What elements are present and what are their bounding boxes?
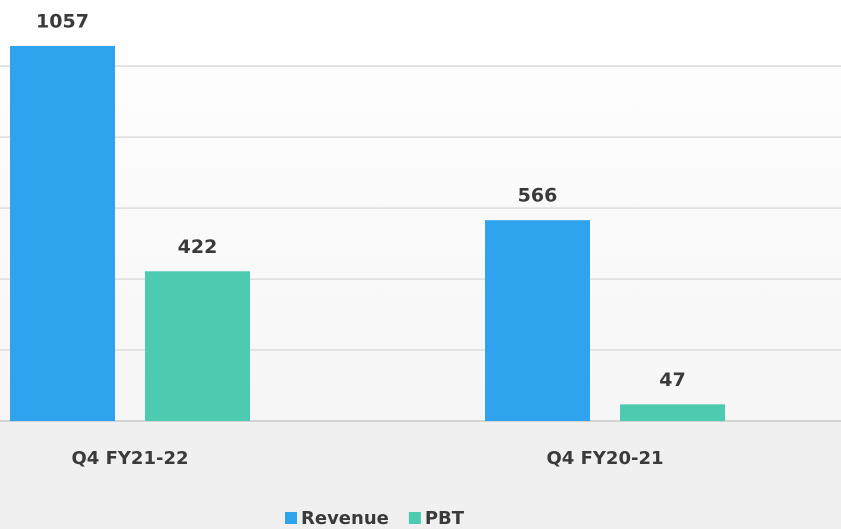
axis-band [0,421,841,529]
bar [10,45,115,421]
data-label: 566 [518,185,558,207]
legend-label: PBT [425,508,465,529]
data-label: 1057 [36,10,89,32]
data-label: 47 [659,369,685,391]
bar [620,404,725,421]
x-tick-label: Q4 FY21-22 [72,448,189,469]
bar [145,271,250,421]
bar [485,220,590,421]
legend-swatch [408,512,421,524]
x-tick-label: Q4 FY20-21 [547,448,664,469]
legend-swatch [285,512,297,524]
legend-label: Revenue [301,508,389,529]
data-label: 422 [178,236,218,258]
